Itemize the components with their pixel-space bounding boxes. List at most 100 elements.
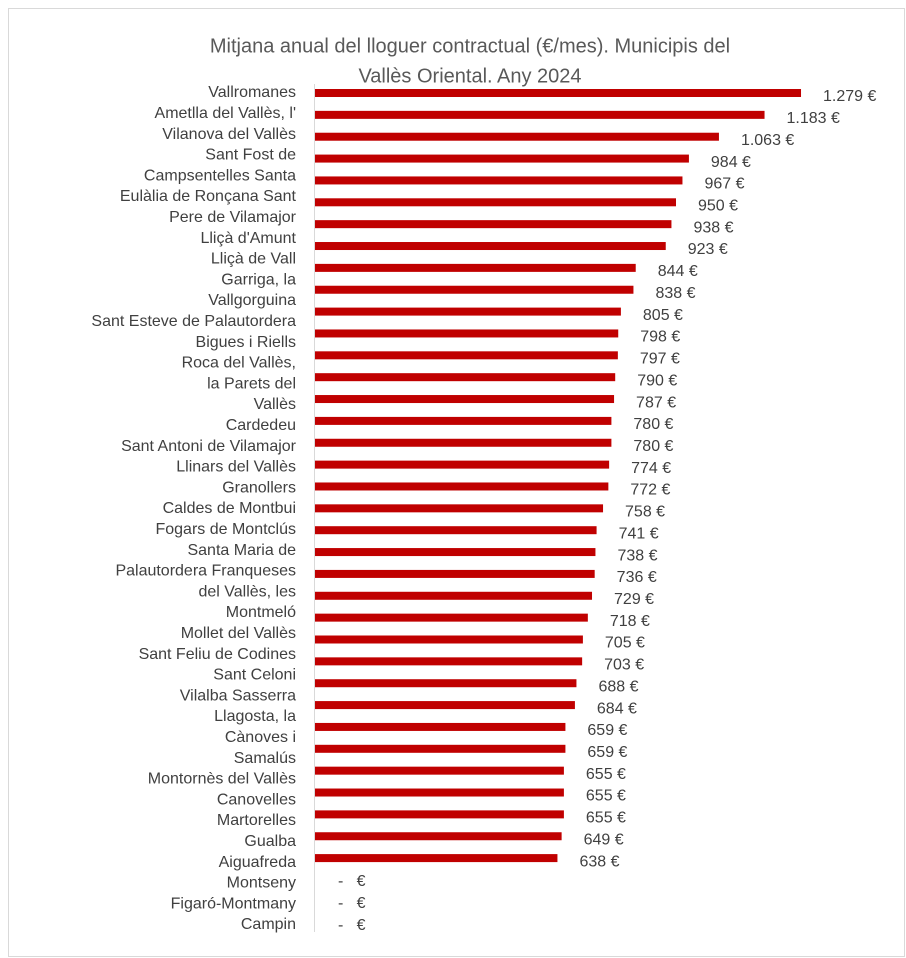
data-label: 780 € bbox=[633, 416, 673, 433]
data-label: 844 € bbox=[658, 263, 698, 280]
chart-title: Mitjana anual del lloguer contractual (€… bbox=[210, 35, 730, 57]
y-tick-label: Cànoves i bbox=[225, 729, 296, 746]
data-label: 718 € bbox=[610, 613, 650, 630]
y-tick-label: Sant Celoni bbox=[213, 667, 296, 684]
bar bbox=[315, 132, 719, 141]
bar bbox=[315, 504, 604, 513]
y-tick-label: Fogars de Montclús bbox=[155, 521, 296, 538]
data-label: 950 € bbox=[698, 198, 738, 215]
bar bbox=[315, 198, 676, 207]
bar bbox=[315, 263, 636, 272]
y-tick-label: Llinars del Vallès bbox=[176, 459, 296, 476]
bar bbox=[315, 395, 615, 404]
y-tick-label: Granollers bbox=[222, 479, 296, 496]
y-tick-label: Sant Fost de bbox=[205, 147, 296, 164]
bar bbox=[315, 613, 588, 622]
bar bbox=[315, 722, 566, 731]
data-label: 967 € bbox=[704, 176, 744, 193]
y-tick-label: Montseny bbox=[227, 875, 296, 892]
data-label: 774 € bbox=[631, 460, 671, 477]
y-tick-label: Gualba bbox=[244, 833, 296, 850]
bar bbox=[315, 810, 564, 819]
data-label: 838 € bbox=[655, 285, 695, 302]
y-tick-label: Martorelles bbox=[217, 812, 296, 829]
y-tick-label: Garriga, la bbox=[221, 271, 296, 288]
bar bbox=[315, 657, 583, 666]
y-tick-label: Sant Feliu de Codines bbox=[139, 646, 296, 663]
y-tick-label: Lliçà de Vall bbox=[211, 251, 296, 268]
data-label: 923 € bbox=[688, 241, 728, 258]
bar bbox=[315, 460, 610, 469]
data-label: 790 € bbox=[637, 372, 677, 389]
y-tick-label: Vallès bbox=[254, 396, 296, 413]
data-label: 638 € bbox=[579, 853, 619, 870]
bar bbox=[315, 307, 621, 316]
bar bbox=[315, 285, 634, 294]
data-label: 736 € bbox=[617, 569, 657, 586]
data-label: 741 € bbox=[619, 525, 659, 542]
data-label: 1.279 € bbox=[823, 88, 876, 105]
y-tick-label: Cardedeu bbox=[226, 417, 296, 434]
y-tick-label: Montmeló bbox=[226, 604, 296, 621]
y-tick-label: Bigues i Riells bbox=[196, 334, 296, 351]
data-label: 703 € bbox=[604, 657, 644, 674]
y-tick-label: Samalús bbox=[234, 750, 296, 767]
data-label: - € bbox=[338, 873, 366, 890]
bar bbox=[315, 351, 618, 360]
data-label: 684 € bbox=[597, 700, 637, 717]
y-tick-label: Campin bbox=[241, 916, 296, 933]
y-tick-label: Palautordera Franqueses bbox=[115, 563, 296, 580]
bar bbox=[315, 416, 612, 425]
data-label: 659 € bbox=[587, 722, 627, 739]
data-label: 1.183 € bbox=[787, 110, 840, 127]
bar bbox=[315, 89, 802, 97]
y-tick-label: Caldes de Montbui bbox=[163, 500, 296, 517]
y-tick-label: Figaró-Montmany bbox=[171, 895, 296, 912]
data-label: 649 € bbox=[584, 831, 624, 848]
data-label: 659 € bbox=[587, 744, 627, 761]
bar bbox=[315, 526, 597, 535]
y-tick-label: Vilalba Sasserra bbox=[180, 687, 296, 704]
bar bbox=[315, 854, 558, 863]
bar bbox=[315, 679, 577, 688]
bar bbox=[315, 591, 593, 600]
data-label: 787 € bbox=[636, 394, 676, 411]
data-label: 655 € bbox=[586, 810, 626, 827]
bar bbox=[315, 373, 616, 382]
bar bbox=[315, 220, 672, 229]
data-label: 984 € bbox=[711, 154, 751, 171]
bar bbox=[315, 635, 583, 644]
y-tick-label: Pere de Vilamajor bbox=[169, 209, 297, 226]
y-tick-label: Canovelles bbox=[217, 791, 296, 808]
y-tick-label: Santa Maria de bbox=[187, 542, 296, 559]
chart-title: Vallès Oriental. Any 2024 bbox=[358, 65, 581, 87]
bar bbox=[315, 242, 666, 251]
data-label: 798 € bbox=[640, 329, 680, 346]
y-tick-label: Aiguafreda bbox=[219, 854, 296, 871]
data-label: 797 € bbox=[640, 351, 680, 368]
data-label: 738 € bbox=[617, 547, 657, 564]
bar bbox=[315, 329, 619, 338]
data-label: 938 € bbox=[693, 219, 733, 236]
y-tick-label: Vilanova del Vallès bbox=[162, 126, 296, 143]
data-label: 705 € bbox=[605, 635, 645, 652]
data-label: 780 € bbox=[633, 438, 673, 455]
data-label: - € bbox=[338, 895, 366, 912]
y-tick-label: la Parets del bbox=[207, 375, 296, 392]
data-label: 772 € bbox=[630, 482, 670, 499]
y-tick-label: Sant Esteve de Palautordera bbox=[91, 313, 296, 330]
bar bbox=[315, 438, 612, 447]
bar bbox=[315, 766, 564, 775]
bar bbox=[315, 548, 596, 557]
y-tick-label: Vallgorguina bbox=[208, 292, 296, 309]
y-tick-label: del Vallès, les bbox=[198, 583, 296, 600]
data-label: 688 € bbox=[598, 678, 638, 695]
bar bbox=[315, 482, 609, 491]
bar bbox=[315, 788, 564, 797]
data-label: 655 € bbox=[586, 766, 626, 783]
data-label: 805 € bbox=[643, 307, 683, 324]
data-label: 758 € bbox=[625, 504, 665, 521]
y-tick-label: Roca del Vallès, bbox=[182, 355, 296, 372]
bar bbox=[315, 154, 689, 163]
